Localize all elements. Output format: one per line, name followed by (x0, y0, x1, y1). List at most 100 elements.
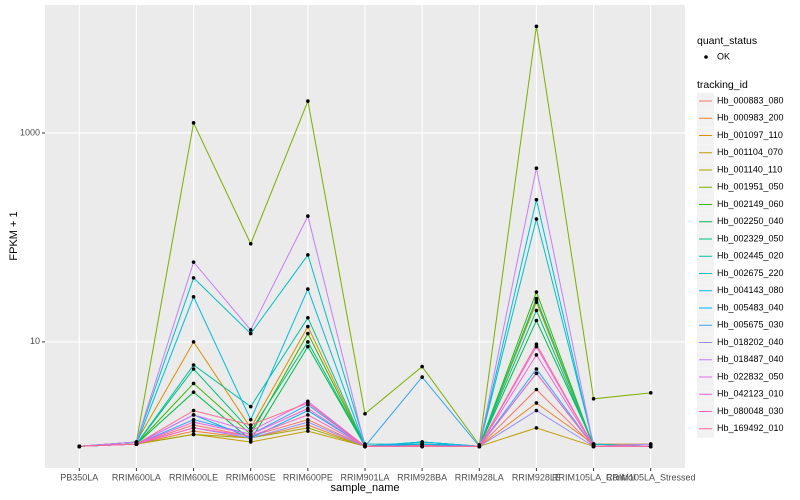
legend-label: Hb_022832_050 (717, 371, 784, 381)
point (306, 331, 310, 336)
legend-label: Hb_002329_050 (717, 233, 784, 243)
point (248, 328, 253, 332)
point (191, 121, 196, 125)
point (248, 417, 253, 422)
point (534, 387, 539, 392)
point (534, 426, 539, 430)
point (648, 444, 653, 449)
point (534, 217, 539, 221)
legend-label: Hb_018202_040 (717, 337, 784, 347)
legend-label: Hb_001104_070 (717, 147, 783, 157)
point (306, 413, 310, 417)
legend-label: Hb_002445_020 (717, 251, 784, 261)
point (306, 401, 310, 405)
point (191, 426, 196, 430)
point (191, 340, 196, 344)
legend-label: Hb_001097_110 (717, 130, 783, 140)
point (191, 276, 196, 280)
point (534, 290, 539, 294)
x-tick-label: RRIM105LA_Stressed (606, 472, 696, 482)
point (534, 342, 539, 346)
legend-label: Hb_002149_060 (717, 199, 784, 209)
point (248, 434, 253, 438)
legend-label: Hb_001951_050 (717, 182, 784, 192)
point (534, 367, 539, 371)
point (248, 426, 253, 430)
legend-label: Hb_002250_040 (717, 216, 784, 226)
legend-label: Hb_004143_080 (717, 285, 784, 295)
point (420, 364, 424, 369)
x-axis-title: sample_name (330, 482, 399, 494)
legend-label: Hb_080048_030 (717, 406, 784, 416)
point (191, 417, 196, 422)
point (191, 390, 196, 394)
legend-label: Hb_018487_040 (717, 354, 784, 364)
point (191, 381, 196, 386)
point (534, 408, 539, 413)
shape-legend-title: quant_status (697, 35, 757, 47)
legend-label: Hb_001140_110 (717, 164, 782, 174)
x-tick-label: RRIM600LE (169, 472, 218, 482)
point (134, 442, 139, 446)
point (248, 404, 253, 409)
point (191, 429, 196, 433)
point (306, 99, 310, 103)
point (306, 420, 310, 425)
point (591, 397, 596, 401)
point (306, 429, 310, 433)
point (306, 253, 310, 257)
legend-shape (704, 55, 708, 59)
point (77, 444, 82, 449)
x-tick-label: RRIM600LA (112, 472, 161, 482)
legend-label: Hb_005483_040 (717, 302, 784, 312)
y-tick-label: 10 (30, 336, 40, 346)
point (534, 318, 539, 323)
point (534, 401, 539, 405)
legend-label: OK (717, 51, 730, 61)
point (477, 444, 482, 449)
point (191, 413, 196, 417)
y-axis-title: FPKM + 1 (8, 211, 20, 260)
point (534, 166, 539, 171)
x-tick-label: RRIM928LE (512, 472, 561, 482)
point (248, 429, 253, 433)
point (648, 391, 653, 395)
point (191, 295, 196, 299)
x-tick-label: RRIM600PE (283, 472, 333, 482)
legend-label: Hb_002675_220 (717, 268, 784, 278)
legend-label: Hb_042123_010 (717, 389, 784, 399)
point (306, 426, 310, 430)
x-tick-label: RRIM105LA_Control (552, 472, 635, 482)
point (191, 367, 196, 371)
point (248, 241, 253, 246)
point (306, 324, 310, 329)
x-tick-label: PB350LA (60, 472, 98, 482)
point (306, 214, 310, 218)
point (191, 260, 196, 264)
point (306, 423, 310, 427)
point (534, 24, 539, 29)
point (248, 423, 253, 427)
x-tick-label: RRIM901LA (340, 472, 389, 482)
point (191, 420, 196, 425)
point (591, 444, 596, 449)
point (306, 340, 310, 344)
point (248, 331, 253, 336)
point (534, 371, 539, 376)
point (534, 296, 539, 301)
point (191, 423, 196, 427)
point (534, 353, 539, 357)
legend-label: Hb_169492_010 (717, 423, 784, 433)
color-legend-title: tracking_id (697, 79, 748, 91)
point (420, 375, 424, 379)
legend-label: Hb_005675_030 (717, 320, 784, 330)
point (306, 316, 310, 320)
point (420, 444, 424, 449)
point (534, 197, 539, 202)
point (363, 444, 367, 449)
point (306, 406, 310, 411)
x-tick-label: RRIM928BA (397, 472, 447, 482)
legend-label: Hb_000983_200 (717, 113, 784, 123)
point (363, 411, 367, 416)
